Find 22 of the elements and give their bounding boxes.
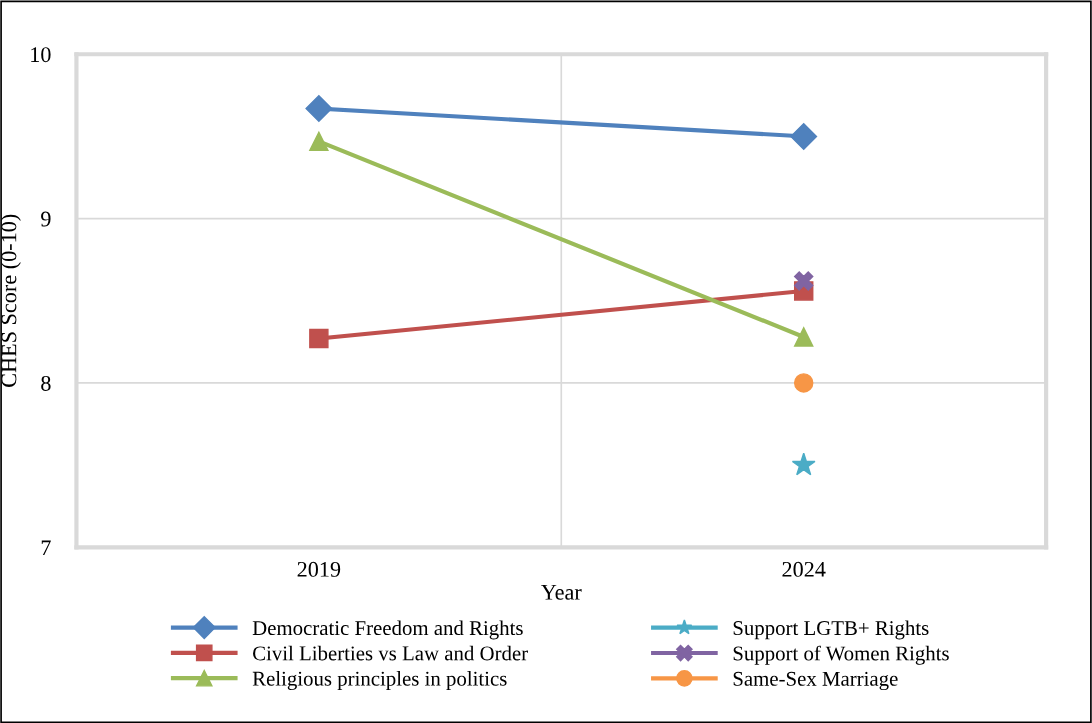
legend-label: Democratic Freedom and Rights	[252, 620, 523, 640]
legend-label: Support of Women Rights	[733, 645, 949, 665]
point	[793, 271, 814, 291]
y-tick-label: 8	[41, 375, 51, 391]
y-tick-label: 9	[41, 211, 51, 227]
y-tick-label: 7	[41, 540, 51, 556]
legend-label: Civil Liberties vs Law and Order	[253, 645, 528, 661]
point	[305, 95, 333, 122]
x-tick-label: 2024	[782, 561, 826, 577]
point	[790, 122, 818, 150]
legend-label: Support LGTB+ Rights	[733, 620, 929, 640]
point	[309, 328, 329, 349]
point	[793, 373, 814, 393]
x-tick-label: 2019	[297, 561, 341, 577]
point	[791, 452, 816, 476]
legend-label: Same-Sex Marriage	[733, 671, 898, 691]
x-axis-title: Year	[541, 585, 582, 600]
y-tick-label: 10	[31, 47, 51, 63]
point	[793, 327, 814, 347]
legend-label: Religious principles in politics	[252, 671, 507, 690]
y-axis-title: CHES Score (0-10)	[0, 214, 21, 387]
point	[309, 131, 329, 152]
